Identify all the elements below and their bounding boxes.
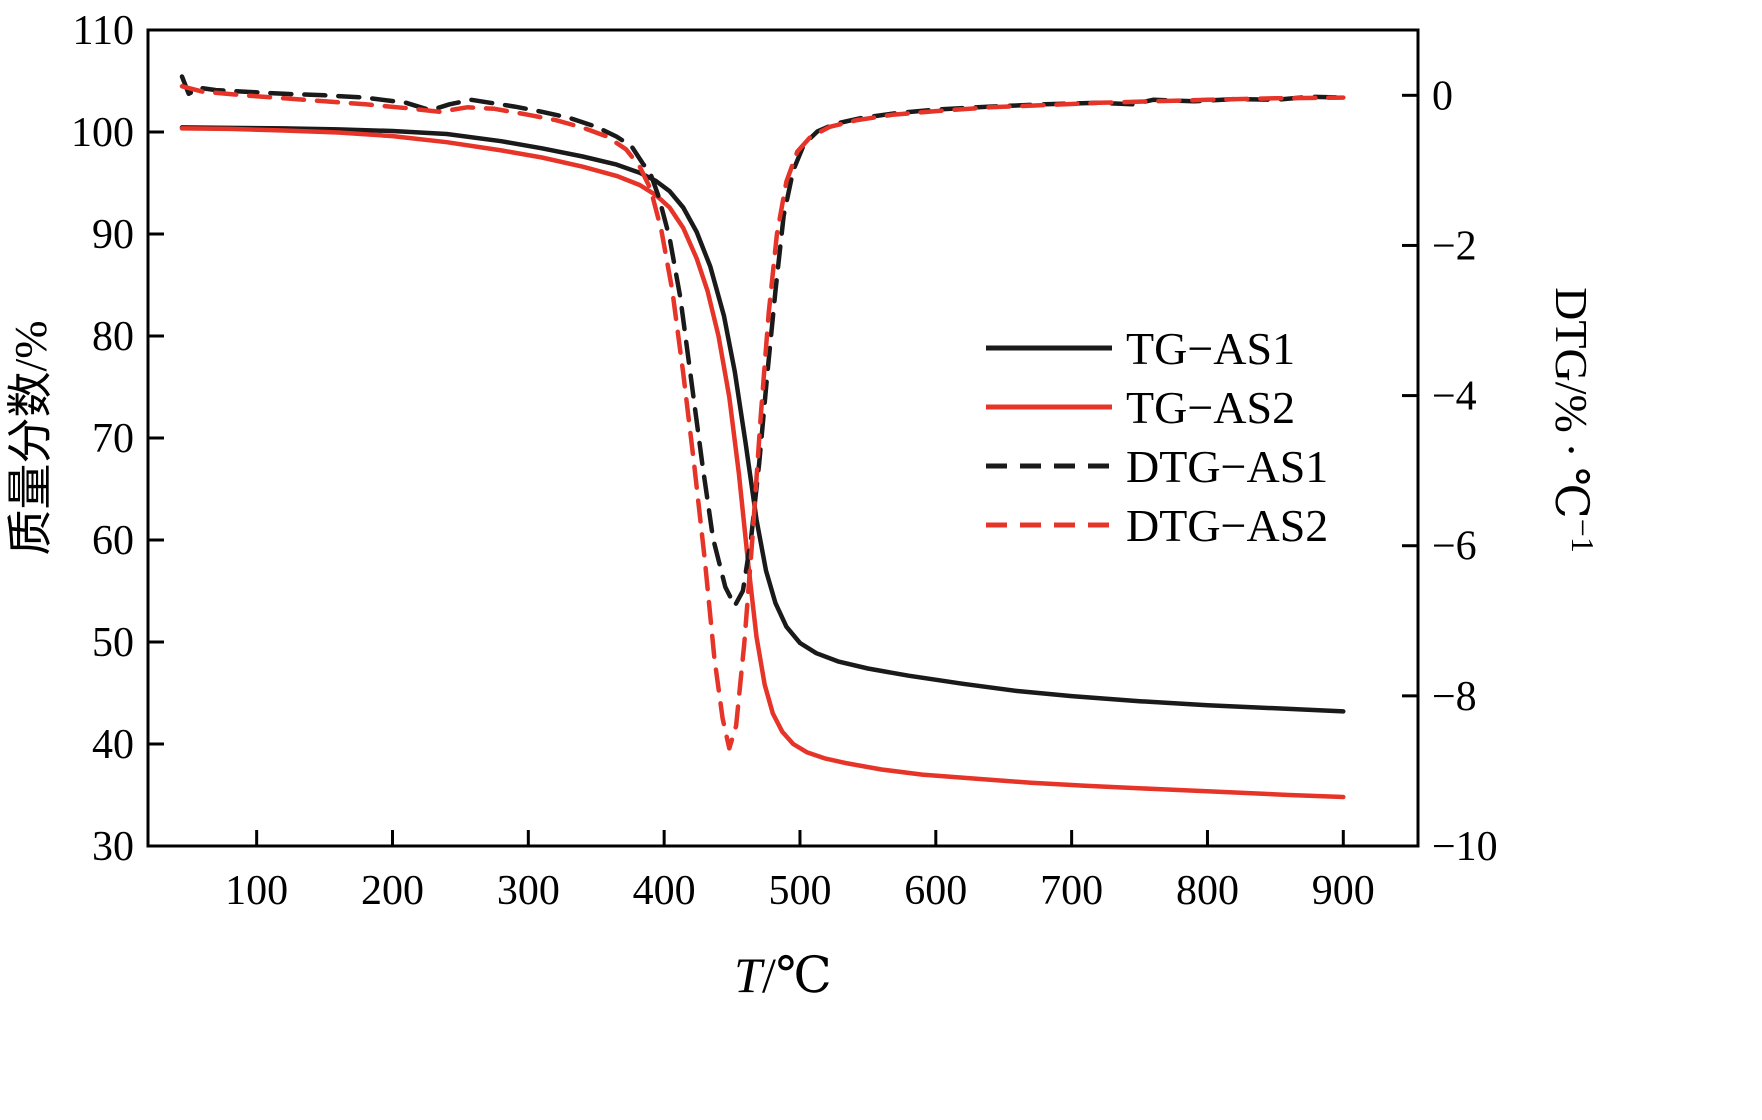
left-axis-tick-label: 60 [92,518,134,564]
x-axis-tick-label: 600 [904,868,967,914]
legend-label: DTG−AS1 [1126,441,1328,492]
legend-label: TG−AS1 [1126,323,1295,374]
left-axis-tick-label: 40 [92,722,134,768]
series-line-DTG-AS2 [179,84,1346,751]
left-axis-tick-label: 90 [92,212,134,258]
right-axis-tick-label: −10 [1432,824,1498,870]
left-axis-tick-label: 100 [71,110,134,156]
legend-label: DTG−AS2 [1126,500,1328,551]
x-axis-tick-label: 400 [633,868,696,914]
left-axis-tick-label: 70 [92,416,134,462]
x-axis-tick-label: 300 [497,868,560,914]
x-axis-tick-label: 700 [1040,868,1103,914]
series-line-TG-AS2 [179,126,1346,800]
series-line-DTG-AS1 [179,74,1346,609]
legend-entry: DTG−AS1 [986,441,1328,492]
right-axis-tick-label: −6 [1432,524,1477,570]
series-line-TG-AS1 [179,125,1346,714]
legend-entry: DTG−AS2 [986,500,1328,551]
x-axis-tick-label: 200 [361,868,424,914]
x-axis-tick-label: 100 [225,868,288,914]
right-axis-tick-label: −2 [1432,223,1477,269]
right-axis-tick-label: 0 [1432,73,1453,119]
legend: TG−AS1 TG−AS2 DTG−AS1 DTG−AS2 [986,323,1328,551]
right-axis-tick-label: −8 [1432,674,1477,720]
x-axis-title: T/℃ [734,947,832,1003]
left-axis-tick-label: 80 [92,314,134,360]
x-axis-tick-label: 500 [768,868,831,914]
left-axis-tick-label: 30 [92,824,134,870]
right-axis-tick-label: −4 [1432,374,1477,420]
x-axis-tick-label: 800 [1176,868,1239,914]
x-axis-tick-label: 900 [1312,868,1375,914]
legend-entry: TG−AS1 [986,323,1295,374]
left-axis-tick-label: 50 [92,620,134,666]
legend-label: TG−AS2 [1126,382,1295,433]
legend-entry: TG−AS2 [986,382,1295,433]
left-axis-tick-label: 110 [73,8,134,54]
left-axis-title: 质量分数/% [5,320,56,555]
right-axis-title: DTG/% ∙ ℃−1 [1546,287,1601,553]
